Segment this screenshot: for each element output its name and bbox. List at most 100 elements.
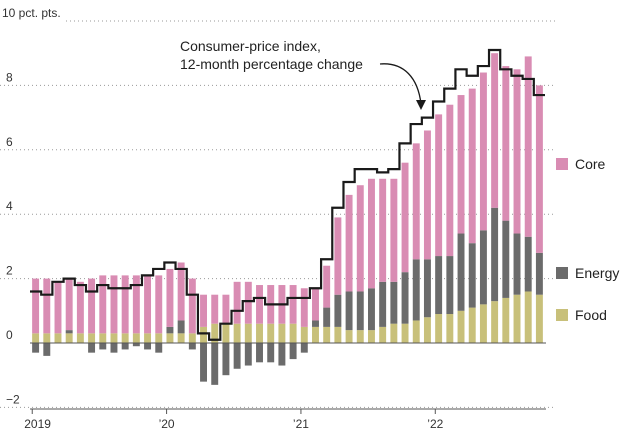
bar-energy xyxy=(491,207,499,302)
bar-core xyxy=(177,262,185,321)
bar-energy xyxy=(222,343,230,376)
bar-food xyxy=(256,323,263,343)
bar-energy xyxy=(188,343,196,350)
bar-core xyxy=(312,288,319,321)
bar-energy xyxy=(99,343,107,350)
bar-core xyxy=(412,143,420,260)
bar-food xyxy=(502,297,510,343)
bar-food xyxy=(379,326,387,343)
legend-swatch-food xyxy=(556,309,568,321)
y-tick-label: 6 xyxy=(6,135,13,149)
bar-core xyxy=(356,185,364,292)
bar-food xyxy=(401,323,409,343)
bar-core xyxy=(468,88,476,244)
bar-core xyxy=(345,194,353,292)
bar-energy xyxy=(110,343,118,353)
bar-energy xyxy=(368,288,375,331)
bar-food xyxy=(188,333,196,343)
bar-core xyxy=(300,288,308,327)
bar-core xyxy=(211,294,219,324)
x-tick-label: ’20 xyxy=(159,417,175,431)
bar-food xyxy=(76,333,84,343)
y-tick-label: 0 xyxy=(6,328,13,342)
bar-food xyxy=(368,330,375,343)
bar-core xyxy=(144,275,152,334)
axes: −2 0 2 4 6 8 2019 ’20 ’21 ’22 xyxy=(6,70,546,431)
bar-core xyxy=(233,281,241,324)
bar-core xyxy=(502,66,510,221)
bar-energy xyxy=(379,281,387,327)
bar-energy xyxy=(356,291,364,331)
bar-energy xyxy=(200,343,207,382)
bar-energy xyxy=(43,343,51,356)
legend-swatch-energy xyxy=(556,267,568,279)
bar-food xyxy=(32,333,40,343)
bar-core xyxy=(222,294,230,324)
bar-food xyxy=(390,323,398,343)
bar-core xyxy=(401,162,409,273)
bar-core xyxy=(121,275,129,334)
bar-energy xyxy=(423,259,431,318)
y-tick-label: 4 xyxy=(6,199,13,213)
bar-food xyxy=(244,323,252,343)
bar-energy xyxy=(256,343,263,363)
bar-core xyxy=(368,178,375,289)
annotation-line-2: 12-month percentage change xyxy=(180,56,363,72)
bar-core xyxy=(88,278,96,334)
bar-energy xyxy=(435,256,443,315)
bar-food xyxy=(200,326,207,343)
bar-core xyxy=(446,104,454,257)
cpi-line xyxy=(30,48,545,341)
bar-core xyxy=(289,285,297,324)
legend: Core Energy Food xyxy=(556,156,619,323)
legend-swatch-core xyxy=(556,158,568,170)
bar-food xyxy=(211,323,219,343)
bar-energy xyxy=(65,330,73,334)
bar-food xyxy=(491,301,499,343)
bar-core xyxy=(244,281,252,324)
bar-energy xyxy=(233,343,241,369)
bar-core xyxy=(99,275,107,334)
bar-food xyxy=(54,333,62,343)
bar-food xyxy=(524,291,532,343)
bar-core xyxy=(535,85,543,253)
bar-energy xyxy=(312,320,319,327)
bar-core xyxy=(200,294,207,327)
y-tick-label: −2 xyxy=(6,392,20,406)
bar-food xyxy=(222,323,230,343)
annotation-line-1: Consumer-price index, xyxy=(180,38,321,54)
bar-core xyxy=(435,114,443,257)
bar-energy xyxy=(535,252,543,295)
bar-food xyxy=(423,317,431,343)
bar-energy xyxy=(468,243,476,308)
annotation-arrow xyxy=(379,63,422,105)
bar-food xyxy=(323,326,331,343)
bar-energy xyxy=(278,343,286,366)
bar-energy xyxy=(144,343,152,350)
bar-energy xyxy=(524,236,532,292)
bar-energy xyxy=(412,259,420,321)
bar-core xyxy=(32,278,40,334)
bar-core xyxy=(457,95,465,234)
bar-food xyxy=(233,323,241,343)
bar-energy xyxy=(334,294,342,327)
bar-energy xyxy=(401,272,409,324)
bar-food xyxy=(65,333,73,343)
y-tick-label: 8 xyxy=(6,70,13,84)
bar-food xyxy=(43,333,51,343)
bar-energy xyxy=(289,343,297,360)
bar-food xyxy=(155,333,163,343)
bar-energy xyxy=(88,343,96,353)
legend-label-food: Food xyxy=(575,307,607,323)
bar-energy xyxy=(177,320,185,334)
bar-energy xyxy=(390,281,398,324)
bar-energy xyxy=(502,220,510,298)
bar-core xyxy=(65,278,73,331)
bar-core xyxy=(379,178,387,282)
cpi-line-group xyxy=(30,48,545,341)
x-tick-label: ’21 xyxy=(293,417,309,431)
bar-energy xyxy=(244,343,252,366)
bar-food xyxy=(535,294,543,343)
bar-core xyxy=(76,281,84,334)
